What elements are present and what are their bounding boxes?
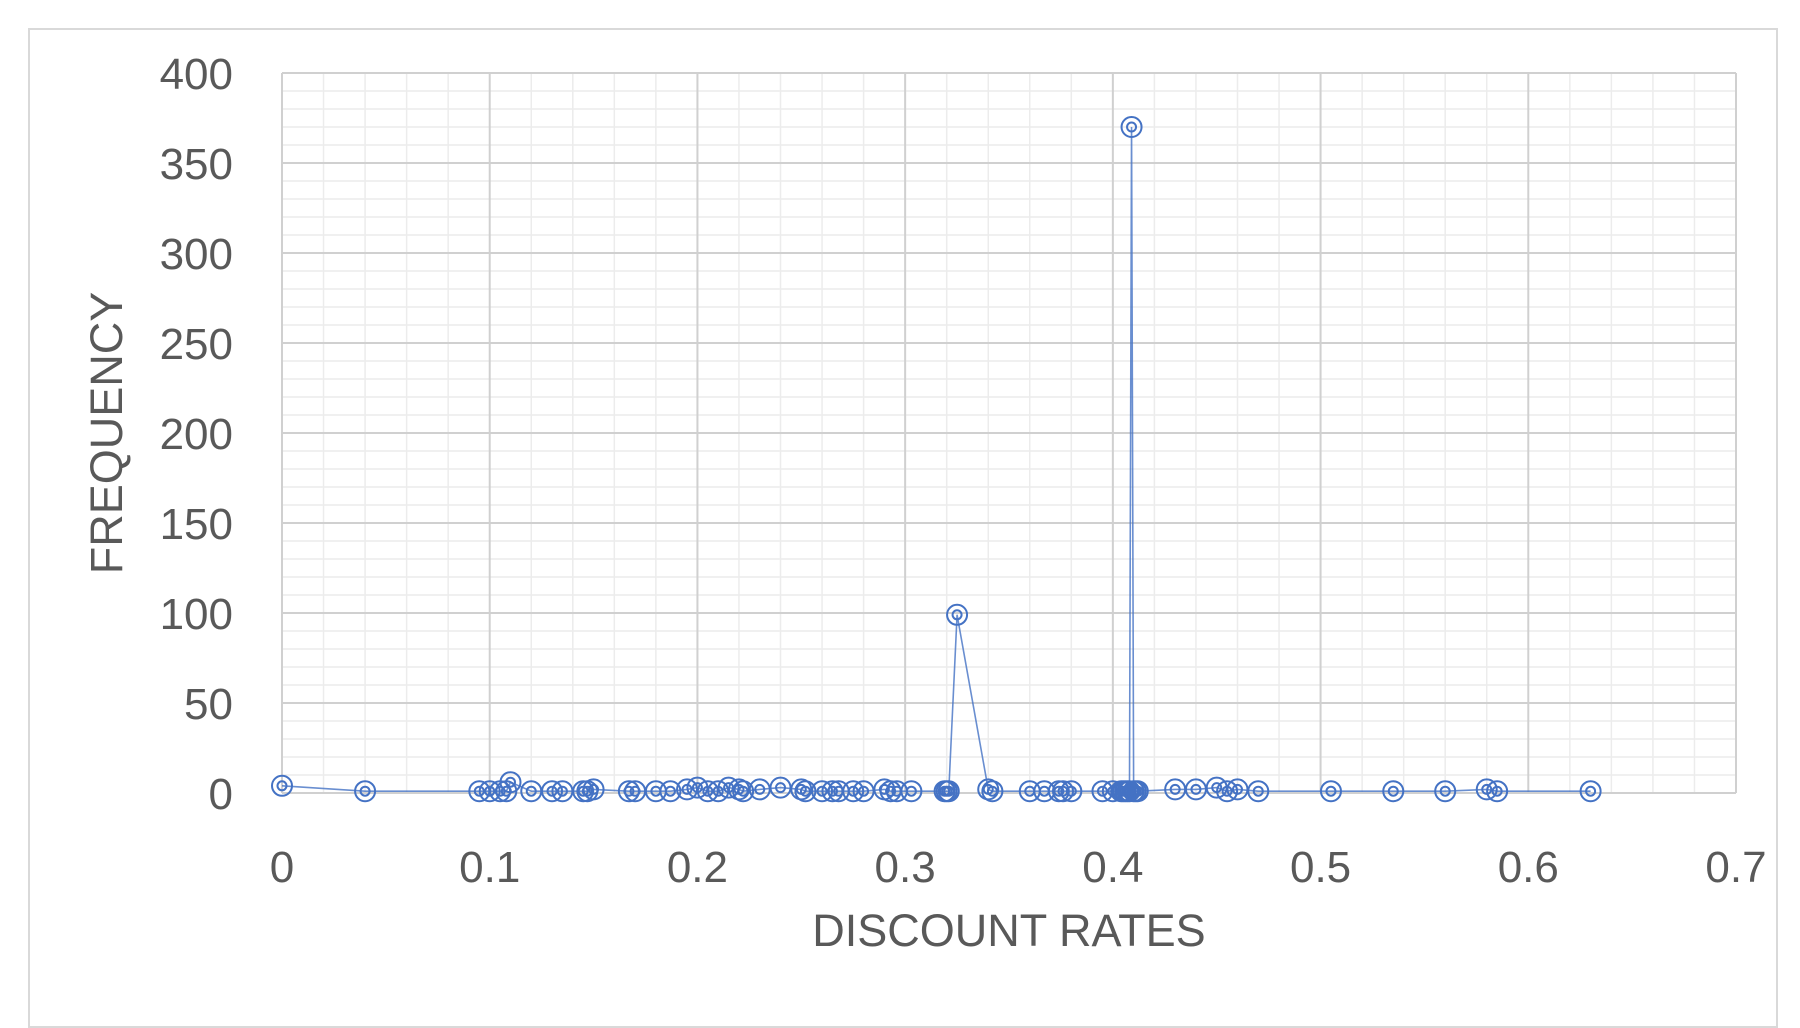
y-axis-title: FREQUENCY	[81, 292, 132, 575]
data-point	[842, 780, 865, 803]
series-line	[281, 126, 1591, 793]
data-point	[1382, 780, 1405, 803]
data-point	[354, 780, 377, 803]
data-point	[1120, 116, 1143, 138]
y-tick-label: 200	[160, 410, 233, 459]
grid	[281, 72, 1737, 794]
x-tick-label: 0.5	[1290, 843, 1351, 892]
data-point	[946, 603, 969, 626]
data-point	[659, 780, 682, 803]
y-tick-label: 50	[184, 680, 233, 729]
y-tick-label: 350	[160, 140, 233, 189]
scatter-chart: 0 0.1 0.2 0.3 0.4 0.5 0.6 0.7 0 50 100 150 200 250 30…	[81, 50, 1767, 956]
x-tick-label: 0.6	[1498, 843, 1559, 892]
data-point	[1434, 780, 1457, 803]
y-tick-label: 300	[160, 230, 233, 279]
x-tick-label: 0.1	[459, 843, 520, 892]
data-point	[1486, 780, 1509, 803]
data-point	[900, 780, 923, 803]
data-point	[499, 771, 522, 794]
data-point	[981, 780, 1004, 803]
x-tick-label: 0.2	[667, 843, 728, 892]
y-tick-label: 400	[160, 50, 233, 99]
data-point	[794, 780, 817, 803]
y-tick-label: 150	[160, 500, 233, 549]
x-axis-title: DISCOUNT RATES	[812, 905, 1205, 956]
data-series	[271, 116, 1602, 803]
x-tick-label: 0.4	[1082, 843, 1143, 892]
x-tick-label: 0.7	[1705, 843, 1766, 892]
data-point	[732, 780, 755, 803]
y-axis-ticks: 0 50 100 150 200 250 300 350 400	[160, 50, 233, 819]
data-point	[1126, 780, 1149, 803]
x-tick-label: 0.3	[875, 843, 936, 892]
data-point	[937, 780, 960, 803]
x-tick-label: 0	[270, 843, 294, 892]
x-axis-ticks: 0 0.1 0.2 0.3 0.4 0.5 0.6 0.7	[270, 843, 1767, 892]
data-point	[582, 778, 605, 801]
data-point	[271, 774, 293, 797]
y-tick-label: 100	[160, 590, 233, 639]
y-tick-label: 250	[160, 320, 233, 369]
data-point	[1579, 780, 1602, 803]
data-point	[1060, 780, 1083, 803]
data-point	[696, 780, 719, 803]
data-point	[541, 780, 564, 803]
data-point	[1319, 780, 1342, 803]
y-tick-label: 0	[209, 770, 233, 819]
data-point	[1247, 780, 1270, 803]
data-point	[811, 780, 834, 803]
data-point	[478, 780, 501, 803]
